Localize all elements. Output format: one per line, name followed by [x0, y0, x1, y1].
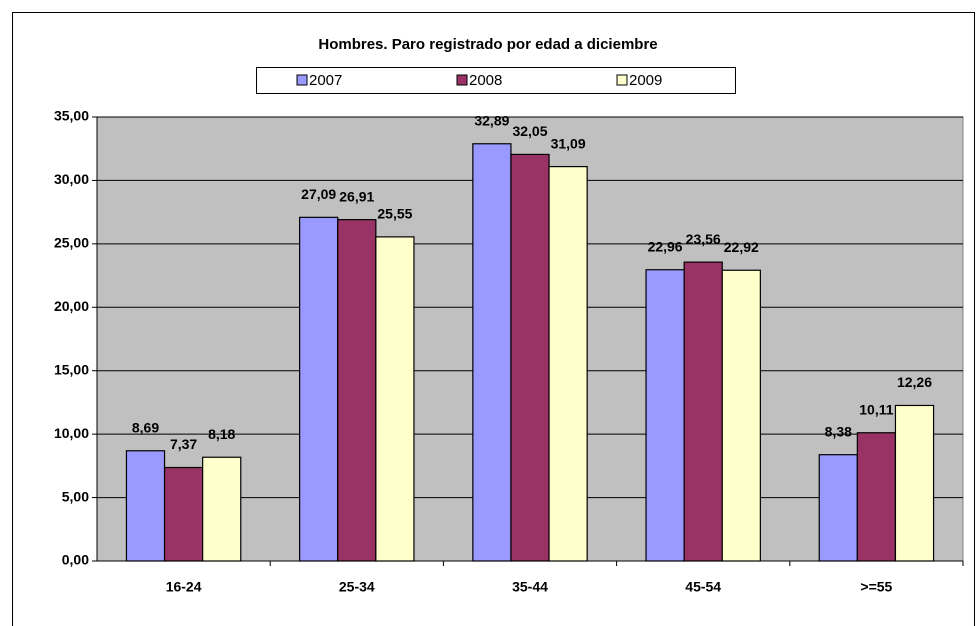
bar	[163, 466, 204, 562]
bar	[337, 219, 377, 562]
legend-label: 2007	[309, 72, 342, 89]
bar	[299, 216, 339, 562]
bar	[856, 432, 897, 562]
y-tick-label: 15,00	[54, 361, 89, 377]
y-tick-label: 25,00	[54, 235, 89, 251]
y-tick-label: 5,00	[62, 488, 89, 504]
y-tick-label: 35,00	[54, 108, 89, 124]
legend-box	[256, 67, 736, 94]
legend-swatch	[616, 74, 628, 86]
bar	[894, 404, 935, 562]
legend-swatch	[456, 74, 468, 86]
x-tick-label: 16-24	[166, 579, 202, 595]
y-tick-label: 0,00	[62, 552, 89, 568]
bar	[375, 236, 415, 562]
bar	[683, 261, 723, 562]
value-label: 32,05	[512, 123, 547, 139]
bar	[125, 450, 166, 562]
x-tick-label: 35-44	[512, 579, 548, 595]
x-tick-label: 25-34	[339, 579, 375, 595]
bar	[645, 269, 685, 562]
value-label: 22,92	[724, 239, 759, 255]
value-label: 25,55	[377, 206, 412, 222]
x-tick-label: >=55	[860, 579, 892, 595]
bar	[202, 456, 242, 562]
value-label: 27,09	[301, 186, 336, 202]
value-label: 12,26	[897, 374, 932, 390]
chart-title: Hombres. Paro registrado por edad a dici…	[318, 36, 657, 53]
value-label: 10,11	[859, 401, 893, 417]
bar	[721, 269, 761, 562]
value-label: 7,37	[170, 436, 197, 452]
value-label: 32,89	[474, 112, 509, 128]
y-tick-label: 20,00	[54, 298, 89, 314]
y-tick-label: 10,00	[54, 425, 89, 441]
y-tick-label: 30,00	[54, 171, 89, 187]
value-label: 23,56	[686, 231, 721, 247]
value-label: 26,91	[339, 188, 374, 204]
value-label: 31,09	[551, 135, 586, 151]
value-label: 8,69	[132, 419, 159, 435]
bar	[472, 143, 512, 562]
x-tick-label: 45-54	[685, 579, 721, 595]
value-label: 8,18	[208, 426, 235, 442]
legend-label: 2008	[469, 72, 502, 89]
value-label: 22,96	[648, 238, 683, 254]
bar	[548, 166, 588, 562]
value-label: 8,38	[825, 423, 852, 439]
legend-label: 2009	[629, 72, 662, 89]
legend-swatch	[296, 74, 308, 86]
bar	[510, 153, 550, 562]
bar	[818, 454, 858, 562]
